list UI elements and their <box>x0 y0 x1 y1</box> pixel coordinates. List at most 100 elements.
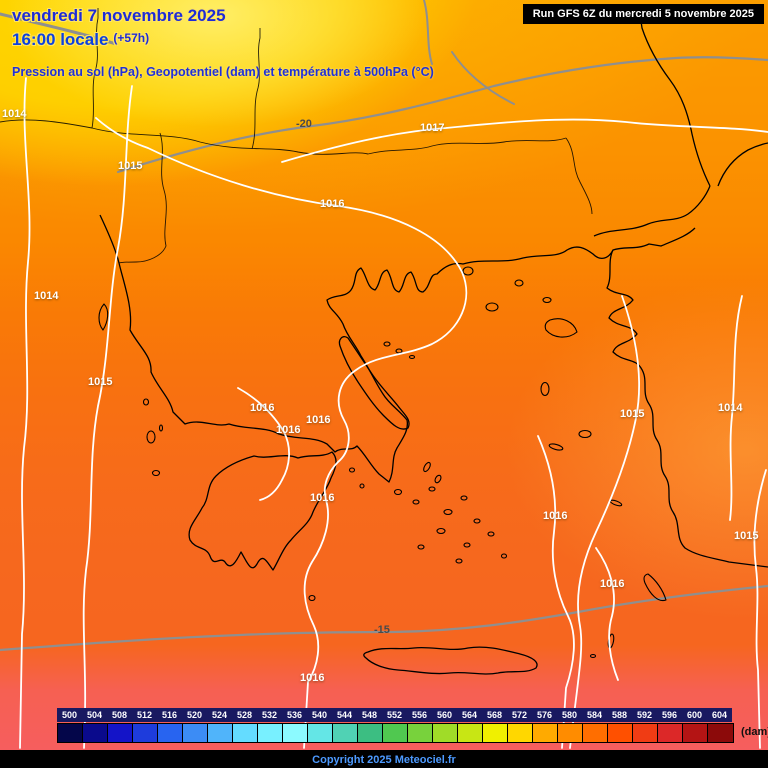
legend-value: 568 <box>486 710 503 720</box>
island <box>395 348 403 354</box>
coastline-blacksea-east <box>717 142 768 187</box>
island <box>473 518 481 524</box>
coastline-turkey-west <box>606 249 768 568</box>
legend-color-cell <box>58 724 83 742</box>
forecast-time: 16:00 locale (+57h) <box>12 30 434 50</box>
legend-unit: (dam) <box>741 726 768 738</box>
legend-color-cell <box>608 724 633 742</box>
map-overlay <box>0 0 768 749</box>
legend-color-cell <box>508 724 533 742</box>
island <box>460 495 468 501</box>
legend-values-row: 500 504 508 512 516 520 524 528 532 536 540 544 548 5… <box>57 708 732 722</box>
island-cephalonia <box>146 430 156 444</box>
gray-line-river <box>451 51 515 105</box>
map-header: vendredi 7 novembre 2025 16:00 locale (+5… <box>12 6 434 79</box>
legend-color-cell <box>208 724 233 742</box>
legend-color-cell <box>133 724 158 742</box>
legend-value: 548 <box>361 710 378 720</box>
island-chios <box>540 381 550 397</box>
legend-value: 536 <box>286 710 303 720</box>
temp-contour-minus15 <box>0 584 768 652</box>
gray-line-corner <box>0 12 118 46</box>
country-borders-group <box>0 8 593 264</box>
island-ikaria <box>548 443 564 451</box>
coastline-blacksea-west <box>639 13 711 187</box>
gray-line-top-center <box>423 0 433 65</box>
island <box>487 531 495 537</box>
border-northeast <box>367 137 567 155</box>
legend-value: 580 <box>561 710 578 720</box>
legend-value: 500 <box>61 710 78 720</box>
island-corfu <box>98 303 109 331</box>
border-north <box>91 127 369 155</box>
legend-value: 576 <box>536 710 553 720</box>
forecast-time-text: 16:00 locale <box>12 30 109 49</box>
legend-color-cell <box>583 724 608 742</box>
copyright-text[interactable]: Copyright 2025 Meteociel.fr <box>312 754 456 766</box>
island-samos <box>578 429 592 439</box>
island <box>417 544 425 550</box>
island <box>348 467 356 473</box>
island-limnos <box>485 302 499 312</box>
copyright-bar: Copyright 2025 Meteociel.fr <box>0 750 768 768</box>
isobar-1015-left <box>82 85 133 749</box>
islands-group <box>98 266 667 659</box>
legend-color-cell <box>258 724 283 742</box>
island <box>589 653 597 659</box>
isobar-1015-right <box>753 469 767 749</box>
isobar-1016-east <box>537 435 575 749</box>
coastlines-group <box>98 13 768 675</box>
legend-value: 508 <box>111 710 128 720</box>
legend-color-cell <box>433 724 458 742</box>
island-lesbos <box>544 318 578 338</box>
island-thasos <box>462 266 474 276</box>
temperature-contours-group <box>0 0 768 652</box>
isobar-1014-left <box>19 77 31 749</box>
legend-color-cell <box>358 724 383 742</box>
legend-color-cell <box>533 724 558 742</box>
legend-color-cell <box>408 724 433 742</box>
isobar-1017-north <box>281 118 768 163</box>
legend-value: 504 <box>86 710 103 720</box>
island-santorini <box>455 558 463 564</box>
map-variables-caption: Pression au sol (hPa), Geopotentiel (dam… <box>12 65 434 79</box>
legend-value: 516 <box>161 710 178 720</box>
legend-color-cell <box>183 724 208 742</box>
island-andros <box>423 461 431 473</box>
legend-color-cell <box>458 724 483 742</box>
legend-value: 524 <box>211 710 228 720</box>
legend-color-cell <box>233 724 258 742</box>
coastline-peloponnese <box>188 451 337 571</box>
isobar-1016-inner <box>237 387 290 501</box>
legend-value: 540 <box>311 710 328 720</box>
island-tinos <box>434 474 442 484</box>
island <box>393 488 403 496</box>
forecast-date: vendredi 7 novembre 2025 <box>12 6 226 25</box>
legend-value: 544 <box>336 710 353 720</box>
legend-value: 532 <box>261 710 278 720</box>
forecast-offset-hours: (+57h) <box>113 31 150 45</box>
island <box>428 486 436 492</box>
legend: 500 504 508 512 516 520 524 528 532 536 540 544 548 5… <box>57 708 734 743</box>
legend-color-cell <box>683 724 708 742</box>
legend-value: 588 <box>611 710 628 720</box>
coastline-marmara-north <box>593 185 711 237</box>
island-samothrace <box>514 279 524 287</box>
island <box>500 553 508 559</box>
run-info-box: Run GFS 6Z du mercredi 5 novembre 2025 <box>522 4 764 24</box>
legend-value: 604 <box>711 710 728 720</box>
coastline-crete <box>363 646 538 675</box>
legend-value: 512 <box>136 710 153 720</box>
legend-color-cell <box>383 724 408 742</box>
border-albania <box>118 132 167 264</box>
isobar-1015-east <box>569 295 641 749</box>
island <box>142 398 150 406</box>
island <box>412 499 420 505</box>
island <box>158 424 164 432</box>
legend-value: 520 <box>186 710 203 720</box>
legend-value: 560 <box>436 710 453 720</box>
island <box>436 527 446 535</box>
legend-value: 556 <box>411 710 428 720</box>
legend-color-cell <box>708 724 733 742</box>
